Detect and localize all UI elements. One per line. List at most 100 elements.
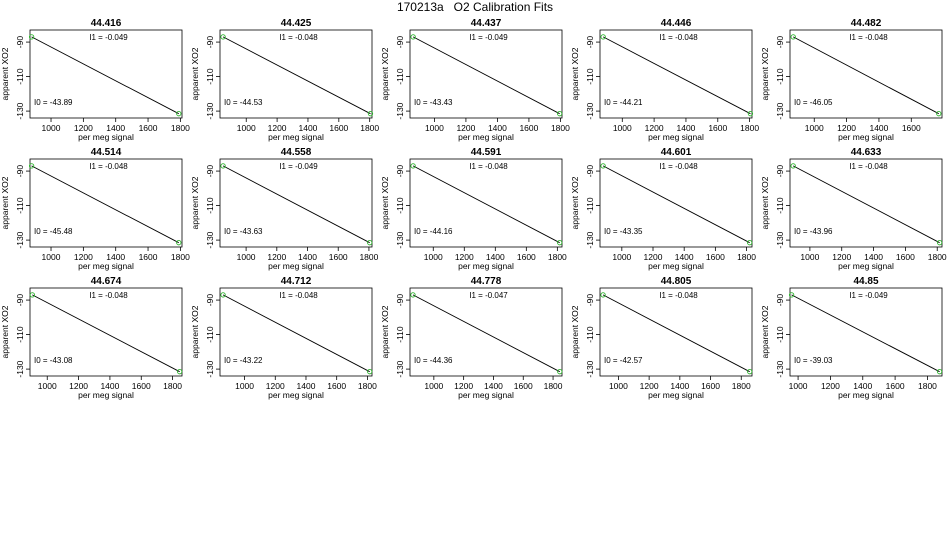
x-axis-label: per meg signal bbox=[648, 261, 704, 271]
y-tick-label: -110 bbox=[395, 197, 405, 214]
y-axis-label: apparent XO2 bbox=[190, 176, 200, 229]
intercept-annotation: I0 = -44.36 bbox=[414, 356, 453, 365]
y-tick-label: -90 bbox=[775, 165, 785, 178]
panel-title: 44.674 bbox=[91, 276, 122, 287]
intercept-annotation: I0 = -43.35 bbox=[604, 227, 643, 236]
intercept-label: I0 = bbox=[224, 356, 240, 365]
fit-line bbox=[31, 165, 179, 244]
panel-title: 44.85 bbox=[853, 276, 878, 287]
y-tick-label: -110 bbox=[395, 68, 405, 85]
slope-annotation: I1 = -0.048 bbox=[279, 33, 318, 42]
plot-frame bbox=[29, 158, 183, 248]
data-point bbox=[220, 163, 226, 169]
panel-title: 44.425 bbox=[281, 18, 312, 29]
slope-label: I1 = bbox=[279, 33, 295, 42]
y-tick-label: -130 bbox=[395, 231, 405, 248]
slope-annotation: I1 = -0.048 bbox=[849, 162, 888, 171]
data-point bbox=[176, 111, 182, 117]
y-tick-label: -110 bbox=[205, 326, 215, 343]
x-tick-label: 1600 bbox=[132, 381, 151, 391]
slope-value: -0.049 bbox=[295, 162, 318, 171]
calibration-panel: 44.425 1000 1200 1400 1600 1800 -90 -110 -130 per… bbox=[190, 18, 379, 142]
x-tick-label: 1400 bbox=[100, 381, 119, 391]
panel-title: 44.601 bbox=[661, 147, 692, 158]
intercept-label: I0 = bbox=[414, 356, 430, 365]
y-tick-label: -110 bbox=[775, 68, 785, 85]
x-axis-label: per meg signal bbox=[648, 132, 704, 142]
x-tick-label: 1000 bbox=[237, 123, 256, 133]
x-tick-label: 1000 bbox=[38, 381, 57, 391]
panel-title: 44.446 bbox=[661, 18, 692, 29]
data-point bbox=[557, 240, 563, 246]
slope-label: I1 = bbox=[279, 162, 295, 171]
y-tick-label: -90 bbox=[395, 294, 405, 307]
x-axis-label: per meg signal bbox=[838, 390, 894, 400]
fit-line bbox=[602, 36, 751, 115]
slope-value: -0.047 bbox=[485, 291, 508, 300]
data-point bbox=[747, 240, 753, 246]
x-tick-label: 1400 bbox=[298, 252, 317, 262]
slope-value: -0.048 bbox=[295, 291, 318, 300]
fit-line bbox=[222, 294, 370, 373]
y-tick-label: -90 bbox=[205, 294, 215, 307]
intercept-value: -44.36 bbox=[430, 356, 453, 365]
calibration-panel: 44.558 1000 1200 1400 1600 1800 -90 -110 -130 per… bbox=[190, 147, 379, 271]
panel-title: 44.558 bbox=[281, 147, 312, 158]
x-axis-label: per meg signal bbox=[458, 261, 514, 271]
intercept-value: -43.35 bbox=[620, 227, 643, 236]
slope-annotation: I1 = -0.047 bbox=[469, 291, 508, 300]
x-tick-label: 1200 bbox=[74, 252, 93, 262]
y-tick-label: -90 bbox=[775, 36, 785, 49]
data-point bbox=[410, 34, 416, 40]
plot-frame bbox=[29, 29, 183, 119]
slope-value: -0.049 bbox=[485, 33, 508, 42]
y-tick-label: -110 bbox=[585, 197, 595, 214]
panel-title: 44.416 bbox=[91, 18, 122, 29]
intercept-value: -43.89 bbox=[50, 98, 73, 107]
x-tick-label: 1000 bbox=[609, 381, 628, 391]
slope-label: I1 = bbox=[279, 291, 295, 300]
y-axis-label: apparent XO2 bbox=[0, 47, 10, 100]
fit-line bbox=[222, 36, 371, 115]
x-tick-label: 1400 bbox=[869, 123, 888, 133]
slope-annotation: I1 = -0.049 bbox=[849, 291, 888, 300]
slope-value: -0.048 bbox=[675, 291, 698, 300]
x-tick-label: 1800 bbox=[737, 252, 756, 262]
y-tick-label: -130 bbox=[395, 102, 405, 119]
data-point bbox=[790, 34, 796, 40]
x-tick-label: 1600 bbox=[139, 123, 158, 133]
plot-frame bbox=[599, 287, 753, 377]
intercept-annotation: I0 = -43.22 bbox=[224, 356, 263, 365]
data-point bbox=[556, 111, 563, 117]
slope-value: -0.049 bbox=[865, 291, 888, 300]
x-tick-label: 1400 bbox=[864, 252, 883, 262]
slope-label: I1 = bbox=[849, 291, 865, 300]
slope-annotation: I1 = -0.048 bbox=[469, 162, 508, 171]
y-tick-label: -110 bbox=[585, 326, 595, 343]
fit-line bbox=[791, 294, 940, 373]
x-tick-label: 1400 bbox=[297, 381, 316, 391]
y-tick-label: -90 bbox=[775, 294, 785, 307]
y-axis-label: apparent XO2 bbox=[570, 305, 580, 358]
x-tick-label: 1200 bbox=[832, 252, 851, 262]
y-axis-label: apparent XO2 bbox=[0, 305, 10, 358]
intercept-label: I0 = bbox=[34, 98, 50, 107]
intercept-annotation: I0 = -42.57 bbox=[604, 356, 643, 365]
intercept-label: I0 = bbox=[34, 356, 50, 365]
x-tick-label: 1200 bbox=[69, 381, 88, 391]
x-tick-label: 1000 bbox=[425, 123, 444, 133]
fit-line bbox=[412, 165, 560, 244]
x-tick-label: 1200 bbox=[644, 252, 663, 262]
plot-frame bbox=[219, 158, 373, 248]
y-axis-label: apparent XO2 bbox=[380, 176, 390, 229]
slope-label: I1 = bbox=[659, 291, 675, 300]
panel-title: 44.437 bbox=[471, 18, 502, 29]
data-point bbox=[936, 369, 943, 375]
plot-frame bbox=[599, 29, 753, 119]
x-tick-label: 1400 bbox=[486, 252, 505, 262]
slope-label: I1 = bbox=[469, 291, 485, 300]
fit-line bbox=[412, 294, 560, 373]
x-tick-label: 1600 bbox=[327, 381, 346, 391]
intercept-value: -43.43 bbox=[430, 98, 453, 107]
slope-label: I1 = bbox=[469, 33, 485, 42]
